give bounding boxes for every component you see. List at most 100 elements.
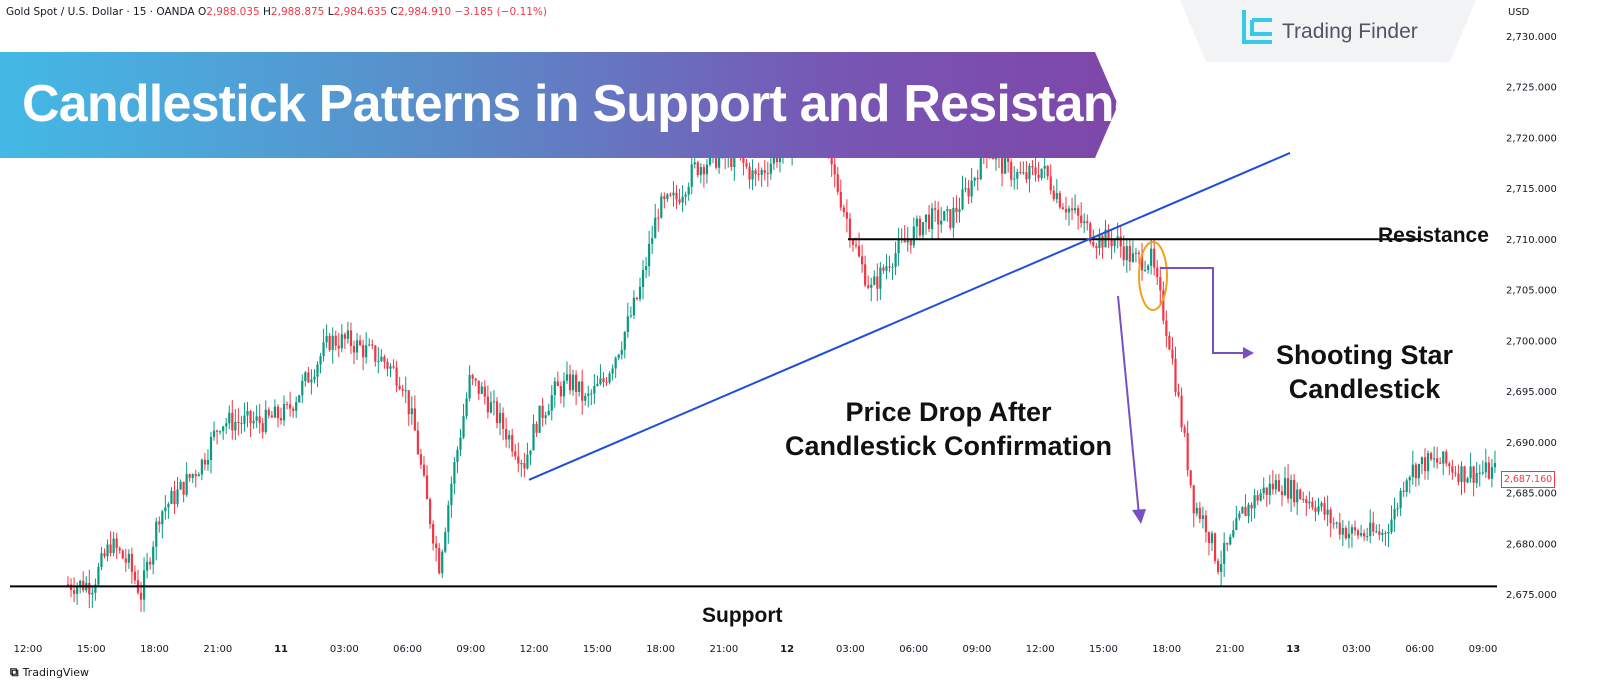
x-tick-label: 03:00: [1342, 644, 1371, 655]
x-tick-label: 03:00: [330, 644, 359, 655]
candle-body: [1463, 466, 1466, 483]
candle-body: [952, 207, 955, 228]
ohlc-value-h: 2,988.875: [270, 6, 328, 18]
candle-body: [1286, 478, 1290, 499]
candle-body: [285, 403, 289, 405]
candle-body: [705, 164, 709, 175]
candle-body: [1080, 215, 1083, 224]
x-tick-label: 21:00: [709, 644, 738, 655]
candle-body: [1329, 509, 1332, 524]
candle-body: [328, 335, 331, 350]
candle-body: [885, 266, 888, 271]
candle-body: [1204, 515, 1208, 533]
candle-body: [930, 208, 934, 230]
candle-body: [191, 474, 194, 478]
candle-body: [435, 543, 438, 549]
candle-body: [927, 214, 931, 230]
candle-body: [1472, 466, 1475, 483]
candle-body: [474, 378, 477, 381]
candle-body: [267, 409, 270, 416]
candle-body: [1052, 190, 1055, 200]
logo-text: Trading Finder: [1282, 20, 1418, 43]
candle-body: [1366, 535, 1369, 537]
y-tick-label: 2,705.000: [1506, 286, 1557, 297]
candle-body: [769, 163, 772, 174]
candle-body: [611, 368, 614, 374]
candle-body: [346, 330, 350, 339]
currency-label[interactable]: USD: [1508, 7, 1530, 18]
candle-body: [325, 335, 328, 343]
x-tick-label: 15:00: [1089, 644, 1118, 655]
candle-body: [678, 199, 681, 203]
candle-body: [602, 378, 605, 383]
candle-body: [1058, 193, 1061, 208]
candle-body: [1201, 515, 1204, 519]
shooting-star-connector: [1160, 267, 1248, 354]
candle-body: [398, 385, 401, 390]
candle-body: [313, 376, 316, 380]
candle-body: [206, 459, 210, 465]
candle-body: [374, 345, 377, 362]
price-axis[interactable]: 2,730.000 2,725.000 2,720.000 2,715.000 2,71…: [1506, 32, 1557, 601]
candle-body: [1125, 246, 1128, 261]
candle-body: [1399, 490, 1402, 509]
candle-body: [1356, 530, 1360, 536]
candle-body: [745, 163, 748, 167]
candle-body: [1031, 165, 1034, 168]
candle-body: [1198, 507, 1201, 519]
candle-body: [684, 194, 687, 197]
candle-body: [319, 356, 322, 365]
candle-body: [1216, 560, 1220, 572]
candle-body: [292, 408, 295, 411]
candle-body: [1454, 472, 1457, 474]
candle-body: [1448, 463, 1451, 467]
candle-body: [857, 245, 861, 257]
price-drop-label: Price Drop After Candlestick Confirmatio…: [785, 395, 1112, 463]
candle-body: [1134, 252, 1138, 254]
candle-body: [867, 285, 870, 288]
candle-body: [483, 386, 486, 397]
candle-body: [1442, 451, 1445, 464]
candle-body: [1110, 239, 1113, 247]
candle-body: [599, 378, 602, 384]
candle-body: [1302, 498, 1305, 500]
candle-body: [511, 435, 514, 452]
candle-body: [164, 507, 167, 512]
candle-body: [219, 431, 222, 433]
candle-body: [699, 167, 702, 175]
candle-body: [121, 550, 124, 559]
x-tick-label: 09:00: [962, 644, 991, 655]
candle-body: [663, 196, 666, 200]
candle-body: [1384, 532, 1387, 534]
y-tick-label: 2,700.000: [1506, 336, 1557, 347]
candle-body: [1040, 168, 1043, 179]
candle-body: [1232, 530, 1235, 537]
candle-body: [501, 412, 505, 429]
logo-panel: [1180, 0, 1476, 62]
candle-body: [614, 357, 617, 369]
time-axis[interactable]: 12:00 15:00 18:00 21:00 11 03:00 06:00 09:00 12:…: [14, 644, 1498, 655]
candle-body: [1037, 174, 1040, 179]
candle-body: [173, 490, 176, 505]
candle-body: [1192, 485, 1195, 514]
candle-body: [1378, 531, 1381, 535]
candle-body: [1283, 478, 1287, 496]
candle-body: [1183, 427, 1186, 433]
candle-body: [1143, 269, 1147, 271]
candle-body: [237, 421, 240, 423]
shooting-star-label-line1: Shooting Star: [1276, 340, 1453, 370]
ohlc-key-h: H: [263, 6, 271, 18]
candle-body: [1000, 154, 1004, 174]
candle-body: [654, 217, 657, 239]
candle-body: [66, 584, 70, 586]
candle-body: [1150, 248, 1153, 266]
candle-body: [964, 188, 967, 190]
candle-body: [1417, 464, 1420, 479]
candle-body: [1338, 522, 1341, 535]
ohlc-value-c: 2,984.910: [397, 6, 455, 18]
candle-body: [1478, 472, 1481, 474]
candle-body: [690, 164, 693, 187]
tradingview-footer[interactable]: ⧉ TradingView: [10, 665, 89, 680]
candle-body: [635, 297, 639, 299]
